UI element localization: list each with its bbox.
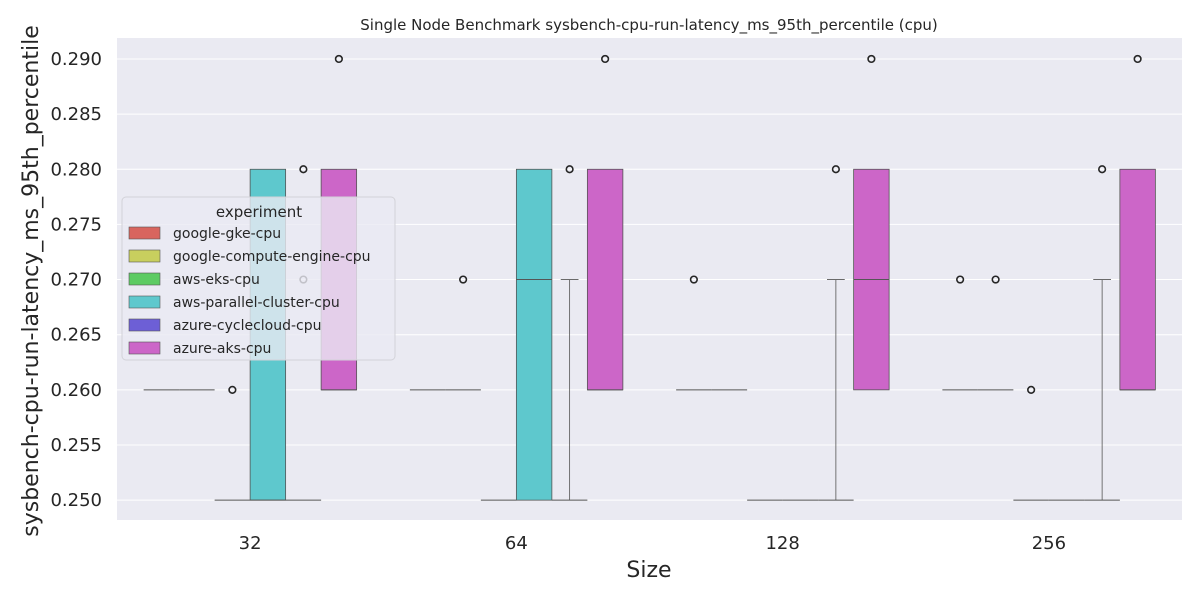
outlier-point <box>956 275 965 284</box>
x-tick-label: 64 <box>505 533 528 554</box>
x-axis-ticks: 32 64 128 256 <box>239 533 1066 554</box>
box-azure-cyclecloud-cpu-128 <box>818 165 854 501</box>
box-azure-aks-cpu-64 <box>586 54 624 391</box>
x-tick-label: 32 <box>239 533 262 554</box>
y-tick-label: 0.290 <box>50 49 102 70</box>
outlier-point <box>459 275 468 284</box>
box-google-gke-cpu-128 <box>676 275 712 391</box>
outlier-point <box>565 165 574 174</box>
y-tick-label: 0.260 <box>50 380 102 401</box>
box-google-gke-cpu-256 <box>942 275 978 391</box>
outlier-point <box>1133 54 1142 64</box>
y-tick-label: 0.275 <box>50 214 102 235</box>
outlier-point <box>991 275 1000 284</box>
box-azure-aks-cpu-128 <box>853 54 890 391</box>
outlier-point <box>1098 165 1107 174</box>
box-azure-cyclecloud-cpu-256 <box>1084 165 1120 501</box>
legend-swatch-azure-aks-cpu <box>128 341 161 355</box>
x-tick-label: 256 <box>1032 533 1066 554</box>
y-axis-label: sysbench-cpu-run-latency_ms_95th_percent… <box>19 25 44 536</box>
box-body <box>586 168 624 391</box>
legend-swatch-aws-parallel-cluster-cpu <box>128 295 161 309</box>
y-tick-label: 0.255 <box>50 435 102 456</box>
legend-entry: aws-parallel-cluster-cpu <box>173 295 340 311</box>
outlier-point <box>228 385 237 394</box>
legend-entry: google-gke-cpu <box>173 226 281 242</box>
legend-entry: aws-eks-cpu <box>173 272 260 288</box>
legend-entry: azure-cyclecloud-cpu <box>173 318 322 334</box>
x-axis-label: Size <box>626 558 671 583</box>
box-google-compute-engine-cpu-256 <box>977 275 1014 391</box>
legend-swatch-google-gke-cpu <box>128 226 161 240</box>
chart-title: Single Node Benchmark sysbench-cpu-run-l… <box>360 16 937 35</box>
box-azure-cyclecloud-cpu-64 <box>551 165 588 501</box>
outlier-point <box>1027 385 1036 394</box>
box-google-compute-engine-cpu-64 <box>445 275 481 391</box>
y-tick-label: 0.280 <box>50 159 102 180</box>
y-tick-label: 0.250 <box>50 490 102 511</box>
outlier-point <box>299 165 308 174</box>
outlier-point <box>334 54 343 64</box>
box-aws-eks-cpu-32 <box>214 385 251 501</box>
legend-entry: azure-aks-cpu <box>173 341 271 357</box>
legend-title: experiment <box>216 203 302 221</box>
y-axis-ticks: 0.250 0.255 0.260 0.265 0.270 0.275 0.280 0.285… <box>50 49 102 511</box>
box-aws-eks-cpu-256 <box>1013 385 1049 501</box>
outlier-point <box>867 54 876 64</box>
box-azure-aks-cpu-256 <box>1119 54 1156 391</box>
outlier-point <box>601 54 610 64</box>
box-body <box>515 168 553 501</box>
y-tick-label: 0.285 <box>50 104 102 125</box>
y-tick-label: 0.265 <box>50 325 102 346</box>
legend: experiment google-gke-cpu google-compute-… <box>121 196 396 361</box>
legend-swatch-aws-eks-cpu <box>128 272 161 286</box>
outlier-point <box>689 275 698 284</box>
box-aws-parallel-cluster-cpu-64 <box>515 168 553 501</box>
y-tick-label: 0.270 <box>50 270 102 291</box>
box-body <box>1119 168 1156 391</box>
legend-entry: google-compute-engine-cpu <box>173 249 371 265</box>
x-tick-label: 128 <box>765 533 799 554</box>
legend-swatch-google-compute-engine-cpu <box>128 249 161 263</box>
outlier-point <box>831 165 840 174</box>
legend-swatch-azure-cyclecloud-cpu <box>128 318 161 332</box>
